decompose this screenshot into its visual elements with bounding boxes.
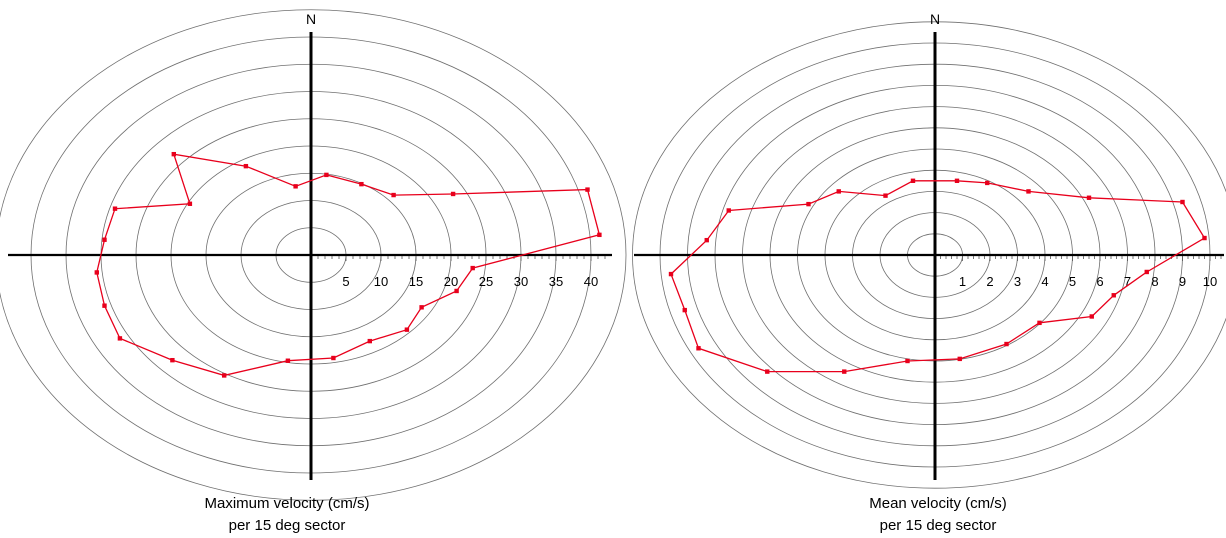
data-point-marker <box>324 172 329 178</box>
radial-tick-label: 20 <box>444 274 458 289</box>
radial-tick-label: 10 <box>374 274 388 289</box>
data-point-marker <box>704 237 709 243</box>
mean-velocity-axes <box>634 32 1224 480</box>
data-point-marker <box>117 336 123 341</box>
data-point-marker <box>1004 341 1009 347</box>
max-velocity-series <box>94 151 602 378</box>
data-point-marker <box>1202 235 1207 241</box>
data-point-marker <box>1111 293 1116 298</box>
chart-caption-line2: per 15 deg sector <box>229 517 346 534</box>
data-point-marker <box>187 201 193 206</box>
max-velocity-axes <box>8 32 612 480</box>
chart-caption-line2: per 15 deg sector <box>880 517 997 534</box>
data-point-marker <box>985 180 990 186</box>
data-point-marker <box>883 193 888 198</box>
radial-tick-label: 40 <box>584 274 598 289</box>
data-point-marker <box>102 237 107 242</box>
data-point-marker <box>102 303 107 308</box>
radial-tick-label: 15 <box>409 274 423 289</box>
radial-tick-label: 2 <box>986 274 993 289</box>
data-point-marker <box>726 208 731 213</box>
series-line <box>96 153 601 377</box>
data-point-marker <box>470 265 475 271</box>
data-point-marker <box>668 271 674 277</box>
data-point-marker <box>1026 189 1031 194</box>
radial-tick-label: 9 <box>1179 274 1186 289</box>
data-point-marker <box>1144 269 1149 275</box>
data-point-marker <box>910 178 916 183</box>
radial-tick-label: 25 <box>479 274 493 289</box>
data-point-marker <box>419 305 424 310</box>
data-point-marker <box>170 357 175 363</box>
data-point-marker <box>454 288 459 294</box>
data-point-marker <box>957 356 962 362</box>
range-ring <box>0 9 627 501</box>
data-point-marker <box>842 369 847 374</box>
data-point-marker <box>293 184 298 189</box>
data-point-marker <box>404 327 410 332</box>
max-velocity-polar-chart: 5 10 15 20 25 30 35 40 N Maximum velocity (cm/s… <box>0 9 627 534</box>
data-point-marker <box>1089 314 1094 319</box>
data-point-marker <box>243 163 249 169</box>
radial-tick-label: 5 <box>342 274 349 289</box>
data-point-marker <box>1180 199 1185 205</box>
mean-velocity-radial-ticks: 1 2 3 4 5 6 7 8 9 10 <box>940 256 1222 289</box>
data-point-marker <box>367 338 372 344</box>
mean-velocity-series <box>668 178 1207 374</box>
data-point-marker <box>112 206 118 211</box>
data-point-marker <box>171 151 176 157</box>
data-point-marker <box>682 307 687 313</box>
mean-velocity-polar-chart: 1 2 3 4 5 6 7 8 9 10 N Mean velocity (cm/s) per 1… <box>632 11 1226 534</box>
radial-tick-label: 30 <box>514 274 528 289</box>
data-point-marker <box>765 369 770 374</box>
data-point-marker <box>391 192 396 198</box>
data-point-marker <box>222 373 227 378</box>
radial-tick-label: 6 <box>1096 274 1103 289</box>
radial-tick-label: 1 <box>959 274 966 289</box>
radial-tick-label: 3 <box>1014 274 1021 289</box>
data-point-marker <box>450 191 456 197</box>
data-point-marker <box>954 178 960 183</box>
radial-tick-label: 7 <box>1124 274 1131 289</box>
radial-tick-label: 5 <box>1069 274 1076 289</box>
radial-tick-label: 35 <box>549 274 563 289</box>
max-velocity-radial-ticks: 5 10 15 20 25 30 35 40 <box>317 256 606 289</box>
data-point-marker <box>585 187 590 192</box>
data-point-marker <box>806 201 811 207</box>
data-point-marker <box>836 189 841 194</box>
data-point-marker <box>359 181 364 187</box>
radial-tick-label: 10 <box>1203 274 1217 289</box>
data-point-marker <box>597 232 602 238</box>
data-point-marker <box>696 346 701 351</box>
data-point-marker <box>1037 320 1042 326</box>
chart-caption-line1: Mean velocity (cm/s) <box>869 495 1007 512</box>
data-point-marker <box>285 358 291 363</box>
data-point-marker <box>94 270 99 275</box>
range-ring <box>632 21 1226 489</box>
radial-tick-label: 4 <box>1041 274 1048 289</box>
radial-tick-label: 8 <box>1151 274 1158 289</box>
chart-caption-line1: Maximum velocity (cm/s) <box>204 495 369 512</box>
data-point-marker <box>1086 195 1092 200</box>
north-label: N <box>930 11 940 27</box>
north-label: N <box>306 11 316 27</box>
data-point-marker <box>331 355 336 361</box>
data-point-marker <box>905 358 910 364</box>
